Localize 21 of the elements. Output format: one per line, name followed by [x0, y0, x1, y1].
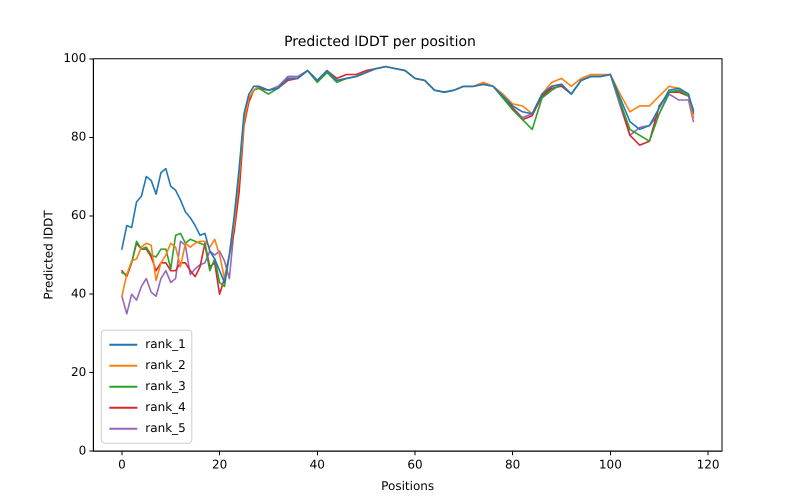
legend-label: rank_2 [145, 358, 186, 372]
x-tick-label: 40 [310, 458, 325, 472]
x-tick-label: 20 [212, 458, 228, 472]
y-tick-label: 60 [71, 208, 86, 222]
x-tick-label: 120 [696, 458, 720, 472]
x-tick-label: 80 [505, 458, 520, 472]
legend-label: rank_4 [145, 400, 186, 414]
chart-title: Predicted lDDT per position [284, 34, 476, 50]
legend-label: rank_5 [145, 420, 186, 435]
y-tick-label: 20 [71, 364, 86, 379]
legend-label: rank_3 [145, 378, 186, 393]
y-tick-label: 40 [71, 286, 86, 300]
x-tick-label: 100 [598, 458, 622, 472]
legend-label: rank_1 [145, 336, 186, 351]
y-tick-label: 80 [71, 129, 86, 144]
x-tick-label: 0 [118, 458, 126, 472]
x-tick-label: 60 [407, 458, 423, 472]
y-axis-title: Predicted lDDT [41, 210, 56, 300]
y-tick-label: 100 [63, 50, 86, 65]
x-axis-title: Positions [381, 478, 434, 493]
y-tick-label: 0 [78, 443, 86, 458]
